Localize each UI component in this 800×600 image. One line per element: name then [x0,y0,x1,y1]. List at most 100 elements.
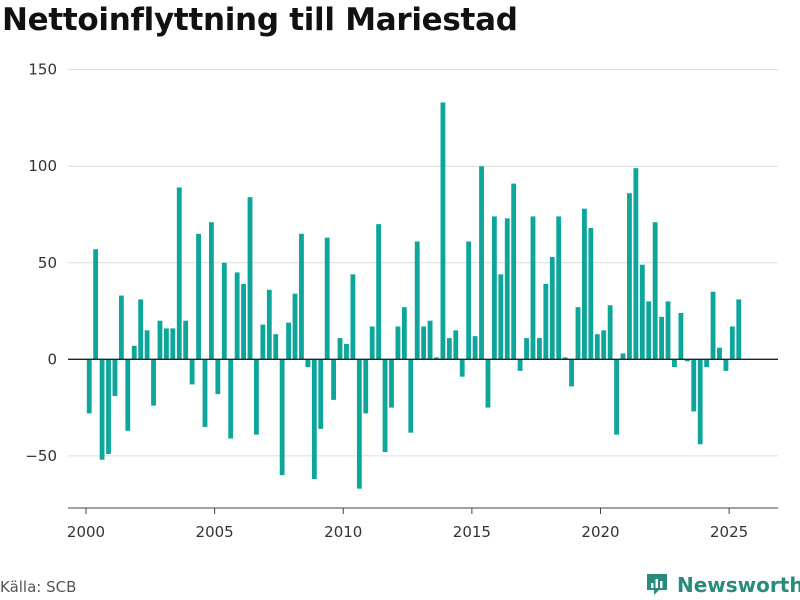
bar [93,249,99,360]
y-tick-labels: −50 0 50 100 150 [25,61,57,465]
bar [729,326,735,360]
bar [697,359,703,445]
bar [138,299,144,360]
bar [157,320,163,360]
bar [189,359,195,385]
bar [408,359,414,433]
bar [736,299,742,360]
axes [68,358,778,514]
bar [485,359,491,408]
bar [273,334,279,360]
bar [427,320,433,360]
bar [627,193,632,360]
bar [112,359,118,396]
bar [556,216,562,360]
bar [710,291,716,360]
bar [215,359,221,395]
bar [691,359,697,412]
x-tick-label: 2010 [324,523,362,541]
bar [601,330,607,360]
bar [633,168,639,360]
bar [209,222,214,360]
bar [466,241,472,360]
bar [562,357,568,360]
bar [491,216,497,360]
bar [131,345,137,360]
newsworthy-logo-icon [645,570,669,600]
y-tick-label: 0 [47,350,57,368]
bar [472,336,478,360]
bar [324,237,330,360]
y-tick-label: 100 [28,157,57,175]
bar [318,359,324,429]
y-tick-label: 50 [38,254,57,272]
bar [331,359,337,400]
bar [337,338,343,360]
x-tick-label: 2015 [453,523,491,541]
bar [305,359,311,368]
bar [86,359,92,414]
brand-name: Newsworthy [677,573,800,597]
bar [498,274,504,360]
y-tick-label: 150 [28,61,57,79]
bar [266,289,272,360]
bar [176,187,182,360]
bar [389,359,394,408]
bar [260,324,266,360]
bar [395,326,401,360]
bar [672,359,677,368]
x-tick-label: 2005 [196,523,234,541]
bar [414,241,420,360]
source-credit: Källa: SCB [0,578,77,596]
bar [704,359,710,368]
bar [575,307,581,360]
bar [620,353,626,360]
bar [247,197,253,360]
bar [311,359,317,480]
bar [646,301,652,360]
bar [453,330,459,360]
bar [350,274,356,360]
chart-title: Nettoinflyttning till Mariestad [2,2,518,38]
bar [479,166,484,360]
bar [543,284,549,360]
x-tick-label: 2025 [710,523,748,541]
bar [299,233,304,360]
bar [723,359,729,371]
brand-logo[interactable]: Newsworthy [645,570,800,600]
bar [504,218,510,360]
bar [286,322,291,360]
bar [678,312,684,360]
bar [607,305,613,360]
bar [639,264,645,360]
bar [401,307,407,360]
bar [118,295,124,360]
bar [221,262,227,360]
bar [569,359,574,387]
bar [459,359,465,377]
bar [517,359,523,371]
bar [202,359,208,427]
bar [614,359,619,435]
bar [183,320,189,360]
bar [582,208,587,360]
bar [292,293,298,360]
bar [144,330,150,360]
bar [524,338,529,360]
bar [279,359,285,476]
bar [106,359,111,454]
bar [170,328,176,360]
bar [369,326,375,360]
bar [434,357,439,360]
bar [659,316,665,360]
x-tick-labels: 2000 2005 2010 2015 2020 2025 [67,523,748,541]
bar [717,347,722,360]
bar [588,228,594,360]
bar [99,359,105,460]
gridlines [68,69,778,457]
bar [376,224,382,360]
bar [228,359,234,439]
bar [363,359,369,414]
bar [163,328,169,360]
bar [151,359,156,406]
